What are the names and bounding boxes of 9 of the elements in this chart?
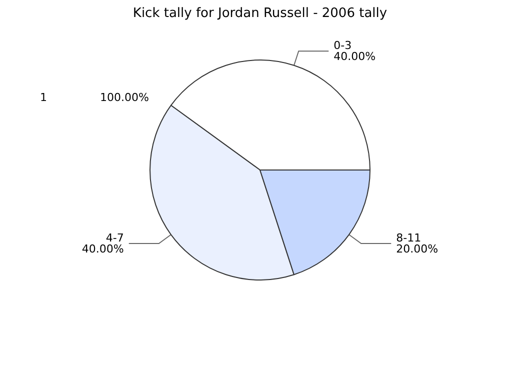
- data-label: 40.00%: [82, 242, 124, 256]
- slice-label: 4-7: [106, 231, 124, 244]
- data-label: 40.00%: [334, 50, 376, 64]
- text: 100.00%: [100, 91, 149, 104]
- text: 1: [40, 91, 47, 104]
- slice-label: 0-3: [334, 39, 352, 52]
- chart-title: Kick tally for Jordan Russell - 2006 tally: [132, 6, 388, 21]
- data-label: 20.00%: [396, 242, 438, 256]
- slice-label: 8-11: [396, 231, 422, 244]
